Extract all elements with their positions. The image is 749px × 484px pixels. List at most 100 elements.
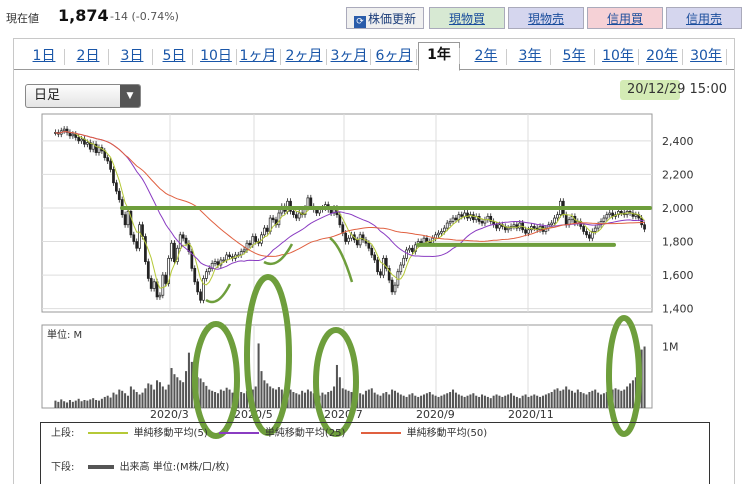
- margin-sell-button[interactable]: 信用売: [666, 7, 742, 29]
- tab-period-9[interactable]: 6ヶ月: [372, 44, 417, 69]
- candle-body-37: [161, 274, 165, 296]
- candle-body-112: [379, 271, 382, 276]
- volume-bar-114: [385, 392, 388, 408]
- volume-bar-148: [483, 395, 486, 408]
- volume-bar-161: [521, 395, 524, 408]
- candle-body-141: [463, 212, 466, 217]
- volume-bar-65: [243, 393, 246, 408]
- volume-bar-167: [539, 396, 542, 408]
- candle-body-163: [527, 229, 530, 234]
- tab-period-10[interactable]: 1年: [418, 42, 460, 71]
- candle-body-110: [373, 254, 377, 261]
- candle-body-116: [390, 279, 394, 293]
- tab-period-11[interactable]: 2年: [466, 44, 507, 69]
- candle-body-172: [553, 217, 556, 224]
- candle-body-184: [588, 234, 591, 239]
- volume-bar-73: [266, 383, 269, 408]
- interval-select[interactable]: 日足 ▼: [25, 84, 141, 108]
- candle-body-143: [469, 214, 472, 219]
- candle-body-195: [619, 210, 623, 214]
- datetime-highlight-annotation: [620, 80, 680, 100]
- candle-body-119: [399, 264, 403, 273]
- annotation-ellipse-2: [313, 327, 359, 437]
- volume-bar-173: [556, 388, 559, 408]
- candle-body-90: [315, 209, 318, 214]
- candle-body-18: [106, 157, 110, 162]
- volume-bar-14: [95, 400, 98, 408]
- volume-bar-160: [518, 398, 521, 408]
- volume-bar-66: [245, 390, 248, 408]
- volume-bar-199: [631, 380, 634, 408]
- annotation-arrow-0: [205, 283, 232, 304]
- volume-bar-134: [443, 394, 446, 408]
- volume-bar-45: [185, 371, 188, 408]
- volume-bar-184: [588, 392, 591, 408]
- candle-body-8: [77, 137, 81, 142]
- volume-bar-53: [208, 389, 211, 408]
- annotation-ellipse-0: [192, 321, 240, 439]
- volume-bar-188: [600, 394, 603, 408]
- candle-body-123: [411, 247, 414, 252]
- volume-bar-21: [115, 394, 118, 408]
- tab-period-7[interactable]: 2ヶ月: [282, 44, 327, 69]
- volume-bar-26: [129, 386, 132, 408]
- volume-bar-198: [629, 383, 632, 408]
- candle-body-190: [605, 214, 609, 219]
- refresh-price-button[interactable]: ⟳ 株価更新: [346, 7, 424, 29]
- spot-sell-button[interactable]: 現物売: [508, 7, 584, 29]
- tab-period-4[interactable]: 5日: [156, 44, 193, 69]
- tab-period-2[interactable]: 2日: [68, 44, 109, 69]
- margin-buy-button[interactable]: 信用買: [587, 7, 663, 29]
- volume-bar-135: [446, 393, 449, 408]
- volume-bar-7: [74, 400, 77, 408]
- tab-period-6[interactable]: 1ヶ月: [236, 44, 281, 69]
- candle-body-36: [158, 294, 162, 298]
- tab-period-8[interactable]: 3ヶ月: [328, 44, 371, 69]
- candle-body-65: [242, 249, 246, 252]
- annotation-ellipse-1: [244, 274, 292, 436]
- tab-period-16[interactable]: 30年: [686, 44, 727, 69]
- tab-period-15[interactable]: 20年: [642, 44, 683, 69]
- tab-period-13[interactable]: 5年: [554, 44, 595, 69]
- candle-body-40: [170, 242, 173, 259]
- candle-body-84: [297, 212, 301, 219]
- candle-body-24: [123, 214, 127, 226]
- candle-body-136: [448, 221, 452, 224]
- candle-body-160: [518, 222, 522, 229]
- volume-bars-group: [54, 343, 646, 408]
- volume-bar-177: [568, 389, 571, 408]
- volume-bar-16: [100, 398, 103, 408]
- tab-period-14[interactable]: 10年: [598, 44, 639, 69]
- candle-body-77: [277, 212, 281, 226]
- tab-period-1[interactable]: 1日: [24, 44, 65, 69]
- volume-bar-86: [304, 392, 307, 408]
- candle-body-29: [138, 224, 141, 249]
- volume-bar-141: [463, 396, 466, 408]
- volume-bar-93: [324, 394, 327, 408]
- tab-period-12[interactable]: 3年: [510, 44, 551, 69]
- volume-bar-163: [527, 396, 530, 408]
- volume-bar-25: [126, 395, 130, 408]
- candle-body-203: [643, 224, 646, 230]
- volume-bar-172: [553, 389, 556, 408]
- volume-bar-29: [138, 394, 141, 408]
- volume-bar-193: [614, 388, 617, 408]
- volume-bar-152: [495, 394, 498, 408]
- volume-bar-179: [573, 392, 576, 408]
- tab-period-3[interactable]: 3日: [112, 44, 153, 69]
- tab-period-5[interactable]: 10日: [196, 44, 237, 69]
- candle-body-115: [387, 268, 391, 281]
- spot-buy-button[interactable]: 現物買: [429, 7, 505, 29]
- candle-body-30: [141, 224, 144, 237]
- candle-body-11: [86, 142, 89, 145]
- candle-body-99: [341, 224, 345, 234]
- volume-bar-55: [214, 392, 217, 408]
- candle-body-111: [376, 259, 379, 273]
- volume-bar-183: [585, 394, 588, 408]
- volume-bar-100: [344, 389, 347, 408]
- volume-bar-84: [298, 394, 301, 408]
- legend-lower-label: 下段:: [51, 462, 75, 473]
- candle-body-121: [405, 249, 408, 259]
- volume-bar-149: [486, 396, 489, 408]
